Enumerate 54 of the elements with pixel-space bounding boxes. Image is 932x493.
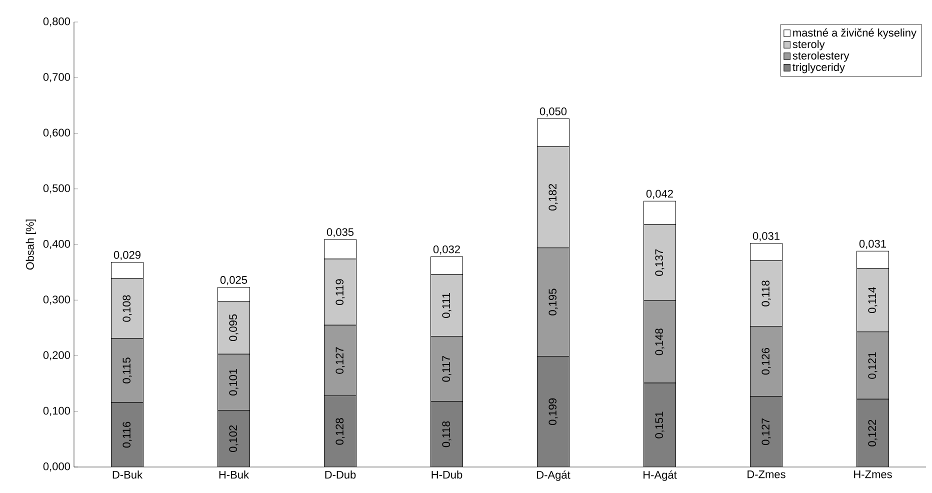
data-label: 0,127 [336,347,345,374]
y-tick-label: 0,800 [43,17,70,27]
data-label: 0,151 [655,412,664,438]
data-label: 0,050 [540,108,567,117]
data-label: 0,137 [655,249,664,276]
data-label: 0,148 [655,328,664,356]
data-label: 0,195 [548,288,558,316]
legend-label: triglyceridy [792,62,845,74]
data-label: 0,126 [762,348,771,375]
data-label: 0,114 [868,287,878,314]
x-tick-label: D-Agát [537,470,570,481]
x-tick-label: H-Dub [432,470,462,479]
y-tick-label: 0,700 [43,73,70,82]
data-label: 0,111 [442,292,452,318]
data-label: 0,182 [548,184,558,211]
data-label: 0,127 [762,418,771,446]
y-tick-label: 0,100 [43,406,70,416]
data-label: 0,122 [868,420,878,446]
data-label: 0,031 [752,232,780,242]
x-tick-label: H-Agát [644,470,677,481]
data-label: 0,108 [122,295,132,322]
data-label: 0,102 [229,425,238,452]
data-label: 0,128 [336,418,345,445]
legend-label: mastné a živičné kyseliny [793,28,916,39]
data-label: 0,032 [433,245,460,255]
data-label: 0,029 [114,251,140,260]
data-label: 0,118 [762,280,771,306]
y-tick-label: 0,600 [43,128,70,138]
data-label: 0,025 [220,276,248,286]
x-tick-label: D-Zmes [748,470,786,478]
y-tick-label: 0,200 [43,351,70,360]
x-tick-label: D-Dub [325,470,356,479]
legend-label: steroly [792,40,825,50]
y-axis-title: Obsah [%] [26,220,36,270]
data-label: 0,119 [336,279,345,305]
x-tick-label: D-Buk [112,470,143,479]
data-label: 0,118 [442,421,452,448]
data-label: 0,042 [646,190,673,199]
legend-label: sterolestery [792,52,850,62]
y-tick-label: 0,400 [43,240,70,250]
data-label: 0,035 [326,228,354,238]
data-label: 0,115 [122,358,132,384]
data-label: 0,121 [868,352,878,379]
data-label: 0,101 [229,368,238,396]
data-label: 0,117 [442,356,452,382]
y-tick-label: 0,000 [43,462,70,472]
x-tick-label: H-Zmes [854,470,892,478]
data-label: 0,116 [122,422,132,448]
data-label: 0,199 [548,398,558,425]
y-tick-label: 0,300 [43,296,70,305]
y-tick-label: 0,500 [43,184,70,194]
x-tick-label: H-Buk [219,470,250,479]
data-label: 0,031 [859,240,886,249]
data-label: 0,095 [229,314,238,341]
